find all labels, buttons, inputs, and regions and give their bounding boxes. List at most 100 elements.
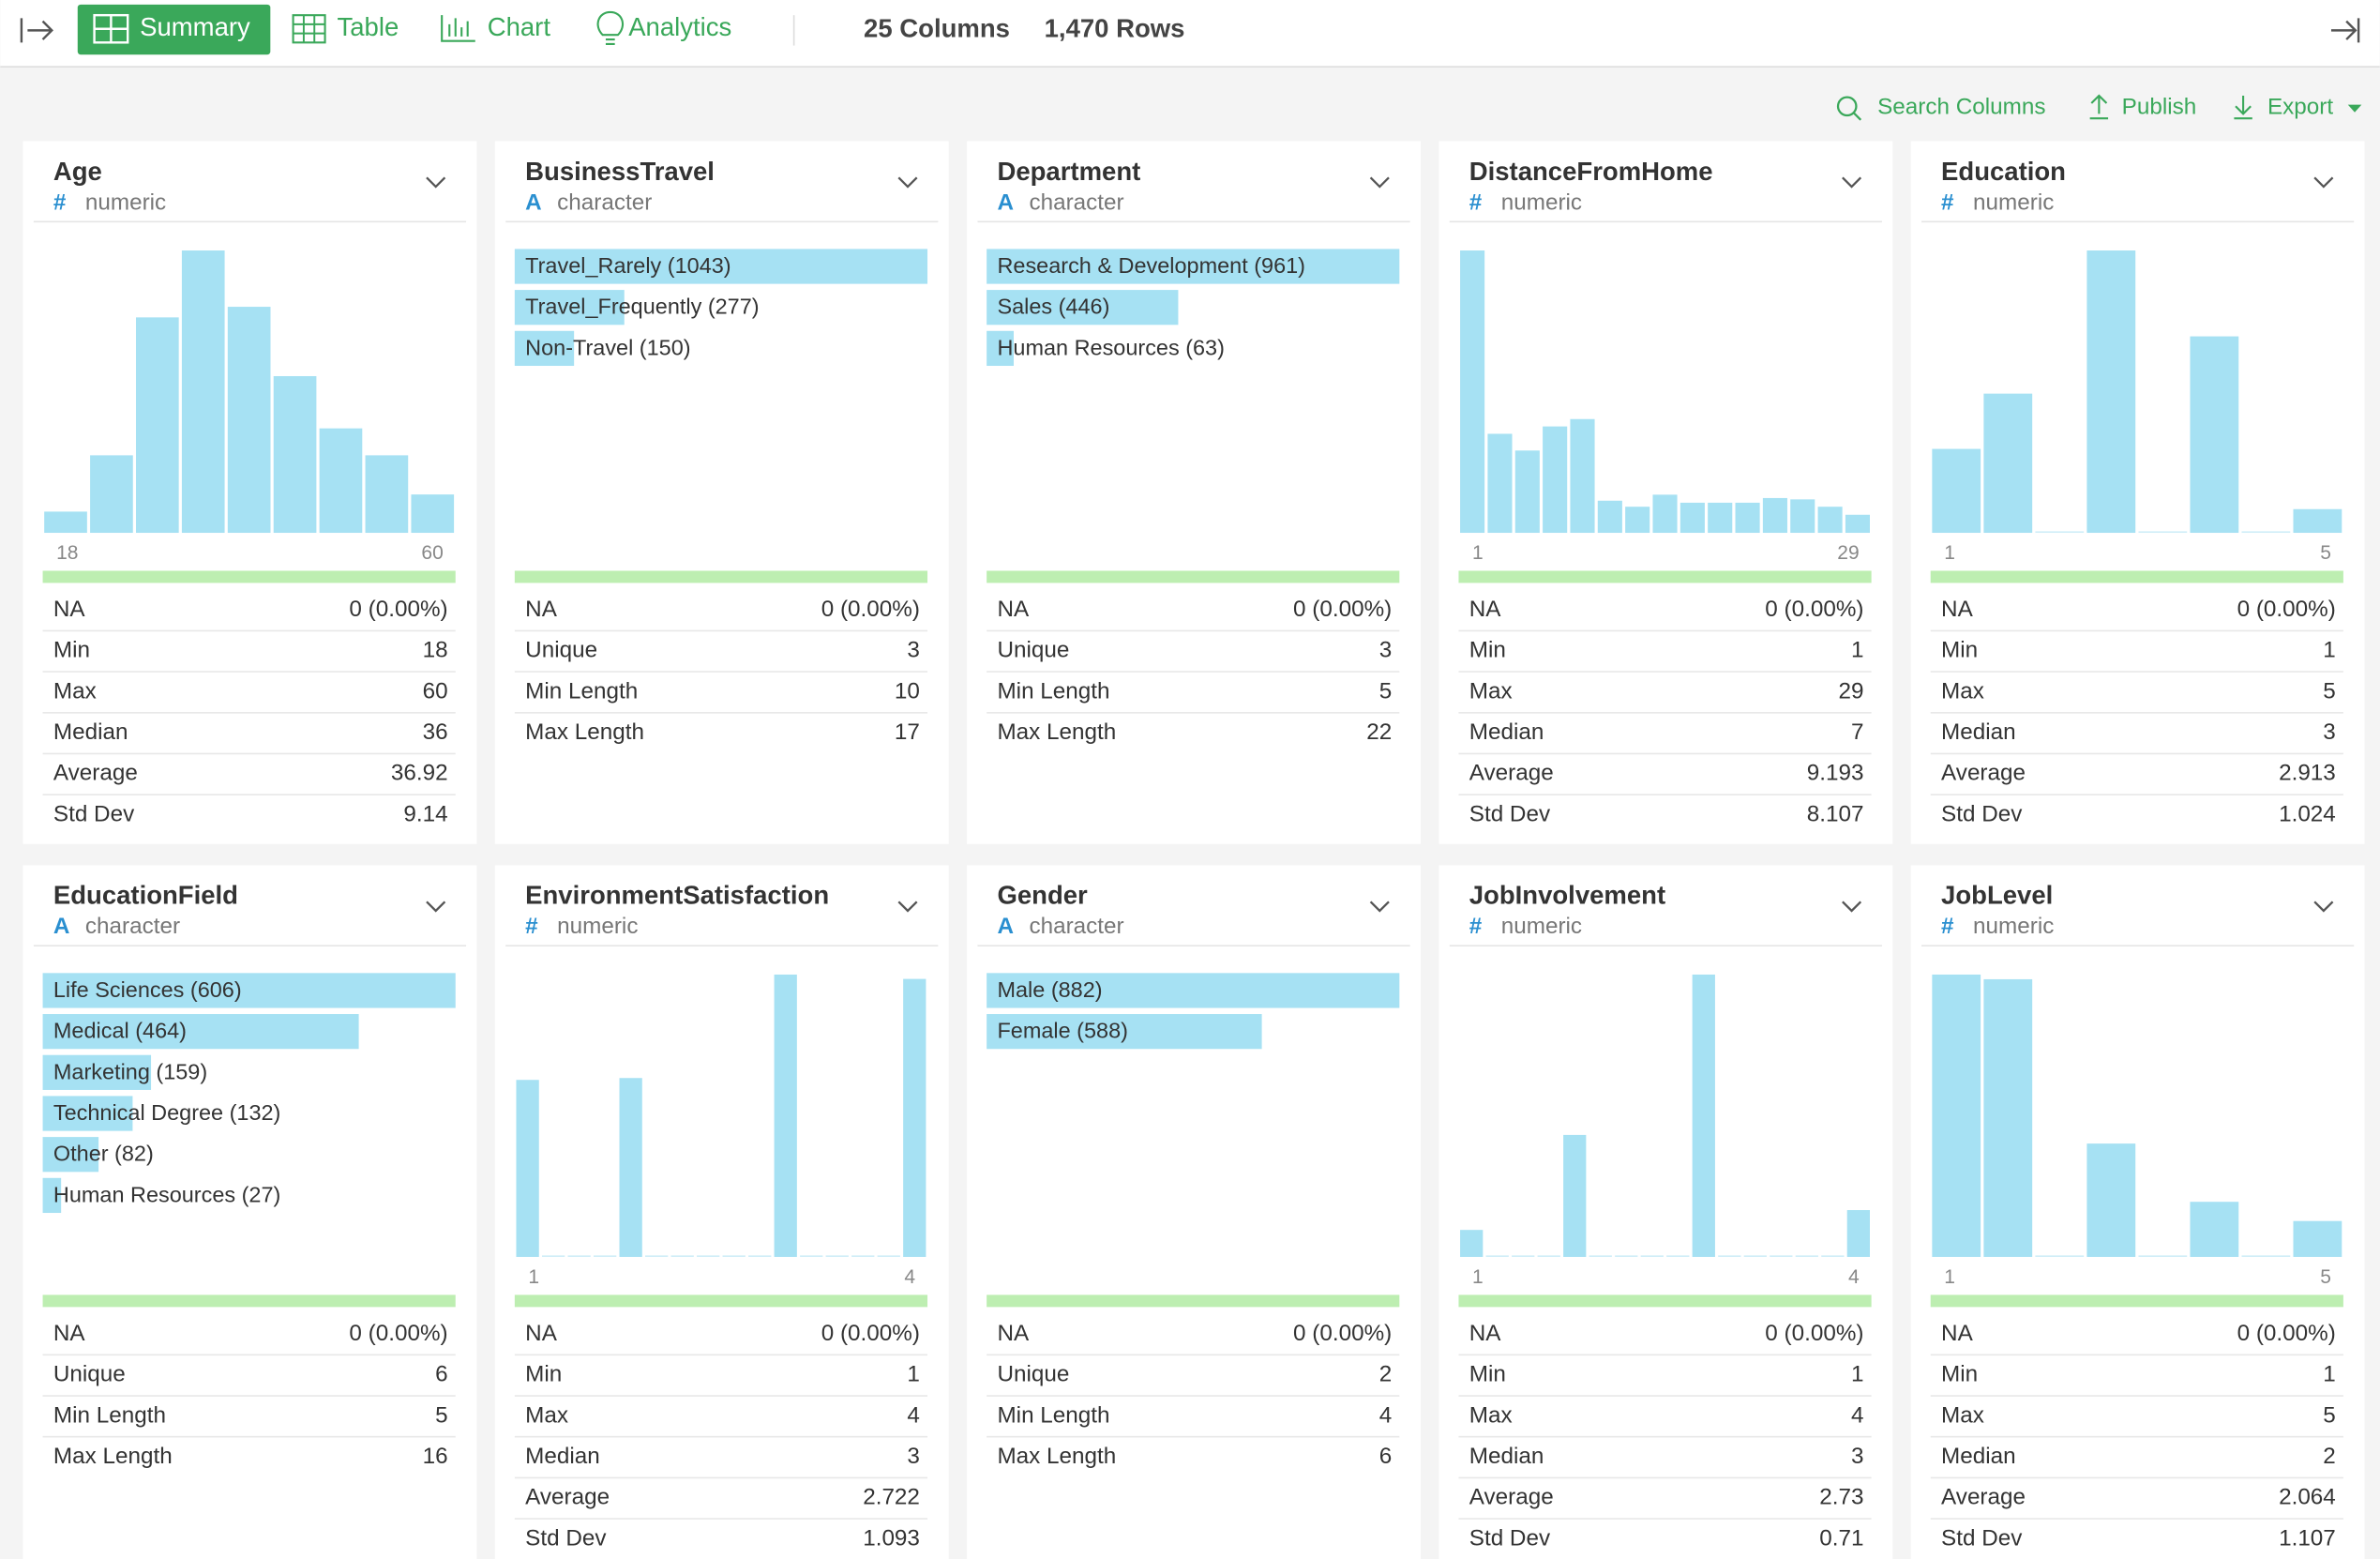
stat-value: 6 (1379, 1444, 1392, 1469)
histogram-bar (1708, 502, 1733, 534)
histogram-bar (567, 1255, 591, 1257)
histogram-bar (594, 1255, 617, 1257)
stat-value: 9.193 (1807, 761, 1864, 786)
histogram-bar (1762, 497, 1787, 534)
card-menu[interactable] (1369, 901, 1390, 913)
stat-value: 22 (1366, 719, 1392, 745)
stat-label: Average (1469, 761, 1554, 786)
histogram-bar (273, 375, 317, 534)
histogram-bar (2241, 1255, 2291, 1257)
card-menu[interactable] (426, 176, 446, 189)
stat-value: 3 (2323, 719, 2336, 745)
card-menu[interactable] (897, 176, 918, 189)
stat-label: NA (1469, 597, 1502, 622)
card-menu[interactable] (897, 901, 918, 913)
stat-label: Average (1941, 1485, 2026, 1510)
stat-value: 0 (0.00%) (821, 597, 920, 622)
stat-label: Unique (53, 1362, 126, 1387)
type-icon: A (997, 189, 1014, 215)
histogram-bar (619, 1078, 642, 1257)
card-menu[interactable] (1842, 176, 1862, 189)
stat-label: Std Dev (1941, 801, 2023, 826)
publish[interactable]: Publish (2122, 94, 2197, 119)
stat-label: Min (525, 1362, 562, 1387)
stat-value: 1.093 (863, 1525, 920, 1551)
histogram-bar (903, 978, 926, 1257)
stat-value: 0 (0.00%) (349, 597, 447, 622)
stat-value: 36.92 (391, 761, 448, 786)
stat-label: NA (1941, 1321, 1974, 1346)
stat-value: 5 (2323, 678, 2336, 704)
histogram-bar (1543, 426, 1568, 534)
category-bar (514, 249, 928, 284)
histogram-bar (319, 428, 363, 534)
stat-label: Median (53, 719, 128, 745)
histogram-bar (2086, 250, 2136, 534)
card-menu[interactable] (1842, 901, 1862, 913)
histogram-bar (227, 307, 271, 534)
stat-label: Min (53, 638, 90, 663)
stat-value: 2 (2323, 1444, 2336, 1469)
stat-value: 5 (1379, 678, 1392, 704)
category-label: Sales (446) (997, 295, 1109, 319)
column-count: 25 Columns (864, 14, 1010, 43)
histogram-bar (851, 1255, 875, 1257)
stat-value: 0 (0.00%) (2237, 1321, 2336, 1346)
expand-icon[interactable] (2330, 18, 2360, 43)
stat-label: Median (1941, 1444, 2016, 1469)
card-menu[interactable] (426, 901, 446, 913)
histogram-bar (1537, 1255, 1560, 1257)
stat-label: Max Length (997, 1444, 1116, 1469)
range-min: 1 (1472, 542, 1484, 564)
histogram-bar (645, 1255, 669, 1257)
card-title: DistanceFromHome (1469, 157, 1713, 186)
histogram-bar (1666, 1255, 1690, 1257)
histogram-bar (1770, 1255, 1793, 1257)
category-bar (514, 330, 575, 367)
stat-value: 2.913 (2279, 761, 2336, 786)
stat-label: Max (1941, 678, 1984, 704)
stat-value: 1 (1851, 638, 1863, 663)
card-title: Department (997, 157, 1140, 186)
stat-value: 2.064 (2279, 1485, 2336, 1510)
stat-label: Average (1941, 761, 2026, 786)
stat-label: Max (1941, 1402, 1984, 1428)
summary-label[interactable]: Summary (140, 12, 250, 41)
histogram-bar (748, 1255, 772, 1257)
card-menu[interactable] (1369, 176, 1390, 189)
stat-label: NA (1469, 1321, 1502, 1346)
card-title: JobInvolvement (1469, 881, 1665, 910)
stat-value: 0 (0.00%) (1765, 1321, 1863, 1346)
export[interactable]: Export (2267, 94, 2333, 119)
category-bar (987, 249, 1400, 284)
stat-label: Average (53, 761, 138, 786)
collapse-icon[interactable] (20, 18, 53, 43)
category-bar (987, 290, 1179, 325)
stat-label: Min (1469, 1362, 1506, 1387)
histogram-bar (1640, 1255, 1664, 1257)
histogram-bar (541, 1255, 565, 1257)
stat-value: 2.722 (863, 1485, 920, 1510)
type-icon: # (1941, 189, 1954, 215)
chart-label[interactable]: Chart (488, 12, 551, 41)
category-bar (987, 973, 1400, 1008)
card-menu[interactable] (2313, 901, 2334, 913)
analytics-label[interactable]: Analytics (628, 12, 731, 41)
histogram-bar (1692, 974, 1715, 1257)
search-icon-handle (1852, 111, 1862, 121)
histogram-bar (1718, 1255, 1741, 1257)
range-max: 60 (421, 542, 443, 564)
stat-label: Max (53, 678, 97, 704)
stat-label: Std Dev (1469, 801, 1551, 826)
card-title: Education (1941, 157, 2066, 186)
histogram-bar (2138, 1255, 2188, 1257)
histogram-bar (1460, 250, 1485, 534)
histogram-bar (2086, 1143, 2136, 1257)
stat-value: 0.71 (1819, 1525, 1863, 1551)
card-menu[interactable] (2313, 176, 2334, 189)
table-label[interactable]: Table (338, 12, 399, 41)
export-caret[interactable] (2347, 104, 2362, 113)
stat-value: 9.14 (403, 801, 447, 826)
type-label: numeric (1501, 189, 1582, 215)
search-columns[interactable]: Search Columns (1877, 94, 2045, 119)
